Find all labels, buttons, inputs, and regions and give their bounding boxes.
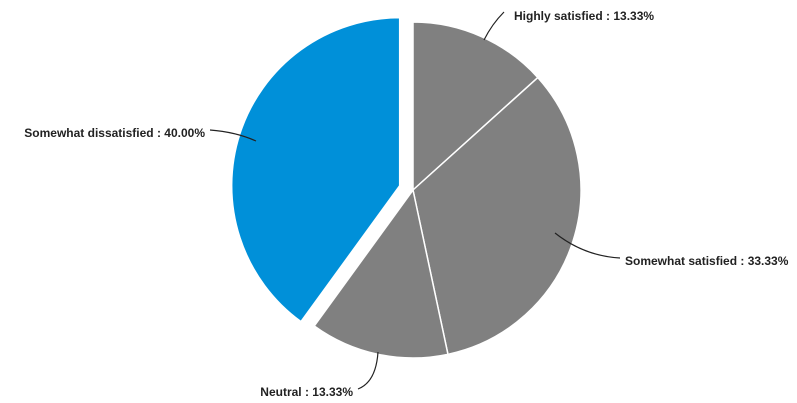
leader-line-neutral — [357, 351, 379, 390]
pie-slice-somewhat-dissatisfied — [230, 16, 401, 323]
data-label-somewhat-dissatisfied: Somewhat dissatisfied : 40.00% — [24, 126, 205, 140]
leader-line-somewhat-dissatisfied — [209, 129, 257, 142]
slices-layer — [230, 16, 582, 359]
pie-slice-highly-satisfied — [412, 21, 539, 192]
leader-line-highly-satisfied — [483, 11, 505, 41]
data-label-somewhat-satisfied: Somewhat satisfied : 33.33% — [625, 254, 789, 268]
pie-slice-somewhat-satisfied — [412, 76, 582, 356]
data-labels-layer: Highly satisfied : 13.33% Somewhat satisf… — [24, 9, 788, 399]
leader-line-somewhat-satisfied — [554, 232, 621, 259]
data-label-highly-satisfied: Highly satisfied : 13.33% — [514, 9, 654, 23]
leader-lines-layer — [209, 11, 621, 390]
data-label-neutral: Neutral : 13.33% — [260, 385, 353, 399]
